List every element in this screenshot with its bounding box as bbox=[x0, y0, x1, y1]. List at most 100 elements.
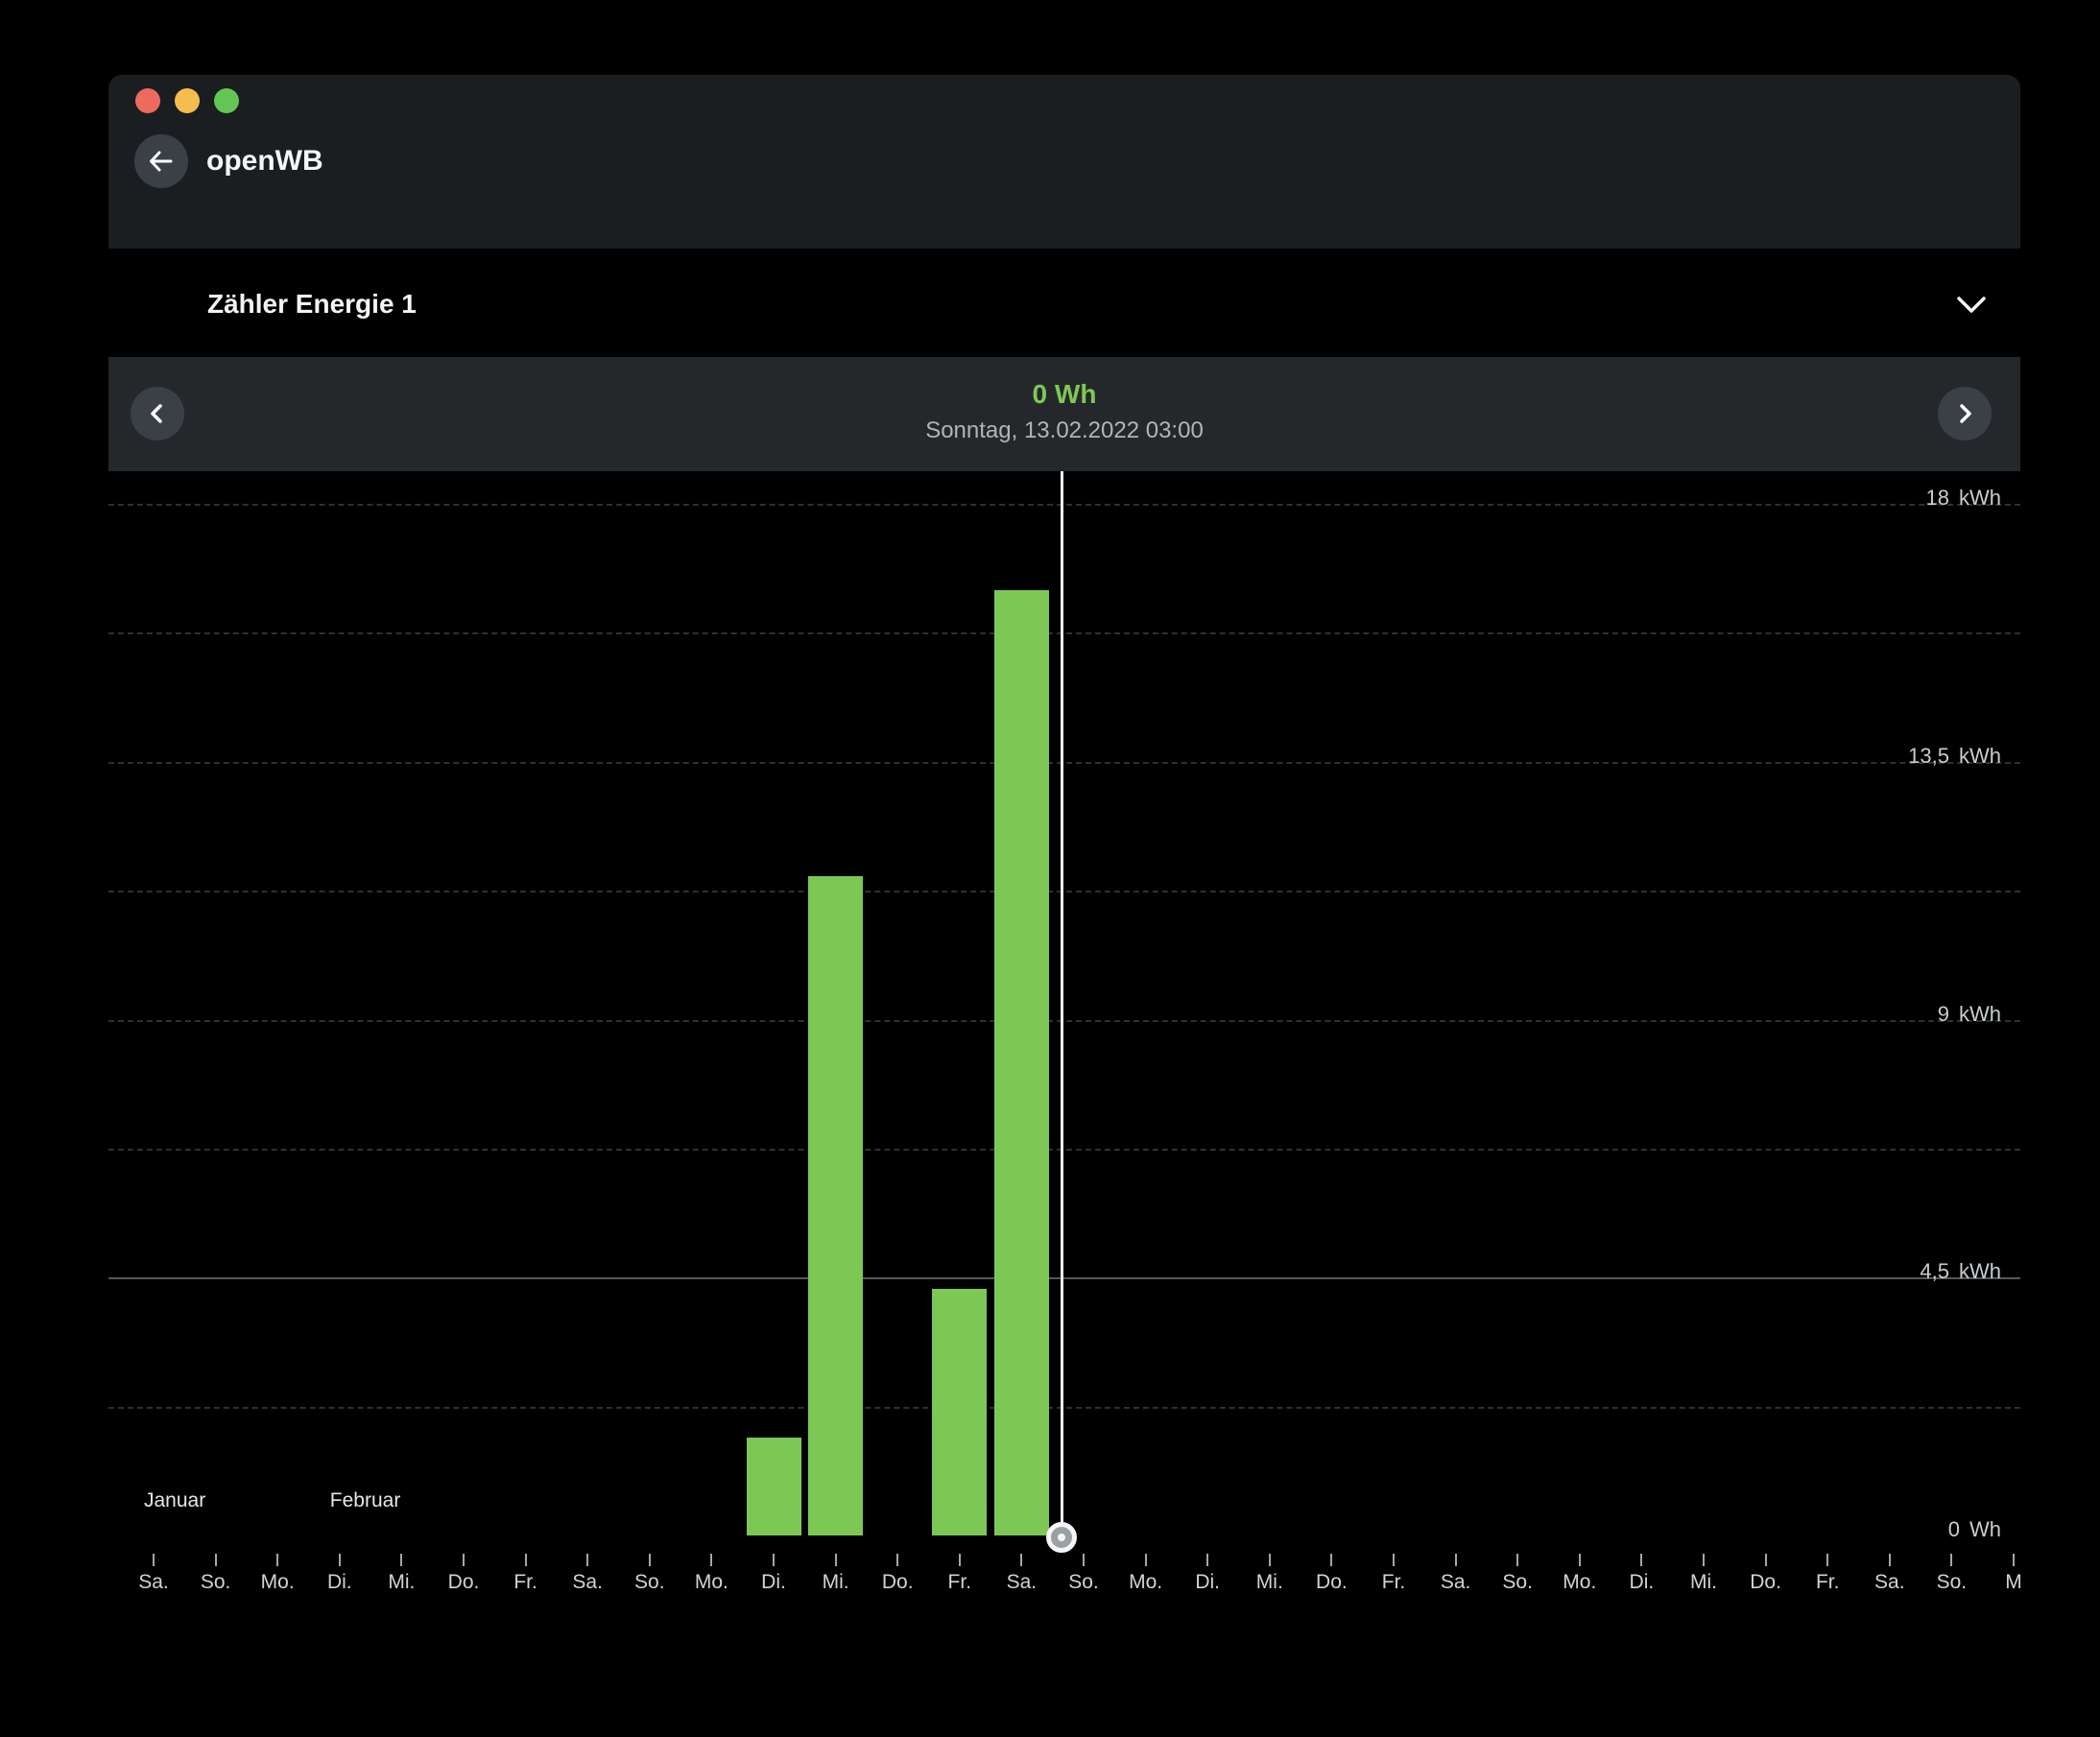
y-axis-label: 4,5 kWh bbox=[1920, 1261, 2001, 1282]
x-axis-day-label: Mo. bbox=[1563, 1571, 1597, 1593]
x-axis-tick bbox=[958, 1554, 961, 1566]
y-axis-value: 9 bbox=[1937, 1001, 1949, 1026]
window-titlebar: openWB bbox=[108, 75, 2020, 249]
x-axis-day-label: Sa. bbox=[138, 1571, 169, 1593]
x-axis-day-label: Mi. bbox=[1255, 1571, 1283, 1593]
traffic-light-zoom-button[interactable] bbox=[214, 88, 239, 113]
next-button[interactable] bbox=[1938, 387, 1992, 440]
x-axis-day-label: Fr. bbox=[1815, 1571, 1840, 1593]
selected-datetime: Sonntag, 13.02.2022 03:00 bbox=[925, 417, 1204, 443]
y-axis-unit: kWh bbox=[1959, 1259, 2001, 1284]
gridline bbox=[108, 632, 2020, 635]
x-axis-day-label: Sa. bbox=[1440, 1571, 1471, 1593]
back-button[interactable] bbox=[134, 134, 188, 188]
x-axis-day-label: So. bbox=[1936, 1571, 1968, 1593]
chart-cursor-handle[interactable] bbox=[1046, 1522, 1078, 1553]
x-axis-day-label: Mo. bbox=[260, 1571, 295, 1593]
traffic-light-minimize-button[interactable] bbox=[175, 88, 200, 113]
x-axis-tick bbox=[710, 1554, 713, 1566]
energy-bar[interactable] bbox=[746, 1438, 801, 1535]
x-axis-day-label: Mi. bbox=[822, 1571, 849, 1593]
x-axis-tick bbox=[1578, 1554, 1581, 1566]
previous-button[interactable] bbox=[131, 387, 184, 440]
x-axis-tick bbox=[586, 1554, 589, 1566]
x-axis-tick bbox=[773, 1554, 775, 1566]
x-axis-tick bbox=[1268, 1554, 1271, 1566]
x-axis-tick bbox=[276, 1554, 279, 1566]
chevron-left-icon bbox=[142, 398, 173, 429]
meter-collapse-button[interactable] bbox=[1948, 289, 1994, 321]
x-axis-tick bbox=[1826, 1554, 1829, 1566]
x-axis-tick bbox=[1888, 1554, 1891, 1566]
x-axis-tick bbox=[463, 1554, 465, 1566]
y-axis-label: 9 kWh bbox=[1937, 1001, 2001, 1026]
selected-value: 0 Wh bbox=[1032, 379, 1097, 409]
x-axis-tick bbox=[1950, 1554, 1953, 1566]
x-axis-day-label: Do. bbox=[881, 1571, 914, 1593]
y-axis-value: 4,5 bbox=[1920, 1259, 1949, 1284]
x-axis-day-label: So. bbox=[200, 1571, 231, 1593]
selection-readout: 0 Wh Sonntag, 13.02.2022 03:00 bbox=[108, 357, 2020, 444]
y-axis-label: 13,5 kWh bbox=[1908, 743, 2001, 768]
x-axis-day-label: Mi. bbox=[388, 1571, 416, 1593]
x-axis-day-label: Di. bbox=[1629, 1571, 1655, 1593]
gridline bbox=[108, 761, 2020, 764]
arrow-left-icon bbox=[146, 146, 177, 177]
x-axis-tick bbox=[1703, 1554, 1705, 1566]
traffic-light-close-button[interactable] bbox=[135, 88, 160, 113]
y-axis-value: 18 bbox=[1925, 486, 1949, 510]
gridline bbox=[108, 1406, 2020, 1409]
x-axis-tick bbox=[896, 1554, 899, 1566]
x-axis-tick bbox=[153, 1554, 155, 1566]
x-axis-day-label: Mo. bbox=[694, 1571, 728, 1593]
energy-bar[interactable] bbox=[808, 876, 864, 1535]
y-axis-unit: kWh bbox=[1959, 1001, 2001, 1026]
x-axis-day-label: Do. bbox=[1750, 1571, 1781, 1593]
gridline bbox=[108, 891, 2020, 893]
x-axis-day-label: Sa. bbox=[1874, 1571, 1905, 1593]
x-axis-day-label: Di. bbox=[761, 1571, 786, 1593]
energy-bar[interactable] bbox=[932, 1289, 988, 1535]
x-axis-day-label: Di. bbox=[1195, 1571, 1221, 1593]
y-axis-label: 0 Wh bbox=[1948, 1519, 2001, 1540]
x-axis-tick bbox=[2013, 1554, 2015, 1566]
x-axis-tick bbox=[214, 1554, 217, 1566]
y-axis-unit: kWh bbox=[1959, 486, 2001, 510]
x-axis-tick bbox=[1516, 1554, 1519, 1566]
x-axis-day-label: Do. bbox=[1316, 1571, 1348, 1593]
x-axis-day-label: M bbox=[2005, 1571, 2022, 1593]
x-axis-tick bbox=[1083, 1554, 1085, 1566]
x-axis-tick bbox=[1640, 1554, 1643, 1566]
x-axis-day-label: Sa. bbox=[572, 1571, 603, 1593]
gridline bbox=[108, 1019, 2020, 1022]
gridline bbox=[108, 1148, 2020, 1151]
meter-selector-row[interactable]: Zähler Energie 1 bbox=[108, 274, 2020, 337]
x-axis-tick bbox=[1206, 1554, 1209, 1566]
x-axis-tick bbox=[834, 1554, 837, 1566]
x-axis-tick bbox=[400, 1554, 403, 1566]
app-title: openWB bbox=[206, 145, 323, 177]
x-axis-day-label: Fr. bbox=[947, 1571, 972, 1593]
x-axis-day-label: So. bbox=[634, 1571, 665, 1593]
x-axis-day-label: Do. bbox=[447, 1571, 480, 1593]
x-axis-day-label: Di. bbox=[326, 1571, 352, 1593]
selection-navbar: 0 Wh Sonntag, 13.02.2022 03:00 bbox=[108, 357, 2020, 471]
x-axis-tick bbox=[1144, 1554, 1147, 1566]
y-axis-unit: Wh bbox=[1969, 1517, 2001, 1541]
x-axis-tick bbox=[1764, 1554, 1767, 1566]
x-axis-day-label: Mo. bbox=[1129, 1571, 1163, 1593]
x-axis-tick bbox=[648, 1554, 651, 1566]
gridline bbox=[108, 1277, 2020, 1280]
x-axis-day-label: Fr. bbox=[1381, 1571, 1406, 1593]
x-axis-day-label: So. bbox=[1068, 1571, 1099, 1593]
chevron-right-icon bbox=[1949, 398, 1980, 429]
y-axis-value: 0 bbox=[1947, 1517, 1960, 1541]
energy-bar[interactable] bbox=[993, 589, 1049, 1535]
x-axis-tick bbox=[338, 1554, 341, 1566]
y-axis-unit: kWh bbox=[1959, 743, 2001, 768]
chart-cursor-line bbox=[1060, 471, 1063, 1537]
x-axis-tick bbox=[1330, 1554, 1333, 1566]
x-axis-tick bbox=[1020, 1554, 1023, 1566]
y-axis-label: 18 kWh bbox=[1926, 488, 2001, 509]
